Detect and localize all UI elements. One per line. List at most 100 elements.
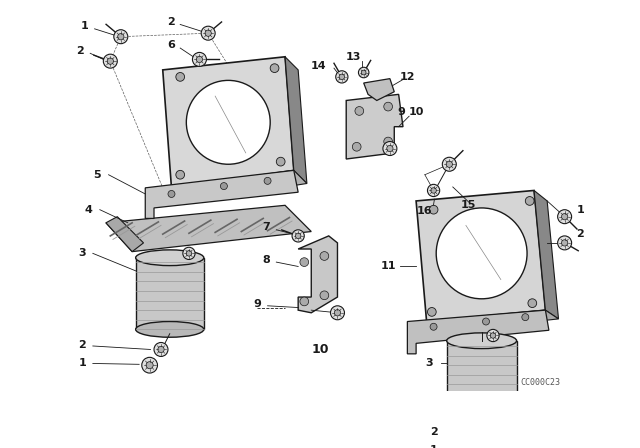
Circle shape: [446, 161, 452, 168]
Circle shape: [142, 358, 157, 373]
Polygon shape: [427, 310, 559, 332]
Text: 6: 6: [168, 40, 175, 51]
Ellipse shape: [447, 405, 516, 420]
Polygon shape: [106, 217, 143, 252]
Circle shape: [461, 442, 476, 448]
Circle shape: [470, 426, 484, 439]
Polygon shape: [408, 310, 549, 354]
Circle shape: [201, 26, 215, 40]
Text: 2: 2: [168, 17, 175, 27]
Circle shape: [339, 74, 344, 80]
Circle shape: [186, 80, 270, 164]
FancyBboxPatch shape: [136, 258, 204, 329]
Ellipse shape: [136, 250, 204, 266]
Circle shape: [107, 58, 113, 65]
Text: 2: 2: [429, 427, 438, 438]
Text: 1: 1: [577, 205, 584, 215]
Circle shape: [168, 190, 175, 198]
Circle shape: [193, 52, 207, 66]
Circle shape: [334, 310, 340, 316]
Circle shape: [292, 230, 304, 242]
Polygon shape: [163, 57, 294, 188]
Text: CC000C23: CC000C23: [520, 378, 560, 387]
Text: 3: 3: [79, 248, 86, 258]
Text: 9: 9: [253, 299, 261, 309]
Text: 3: 3: [426, 358, 433, 367]
Circle shape: [465, 446, 472, 448]
Circle shape: [428, 307, 436, 316]
Circle shape: [146, 362, 153, 369]
Circle shape: [383, 142, 397, 155]
Circle shape: [276, 157, 285, 166]
Circle shape: [384, 137, 392, 146]
Circle shape: [220, 183, 227, 190]
Circle shape: [300, 258, 308, 267]
Circle shape: [490, 333, 496, 338]
Circle shape: [487, 329, 499, 342]
Circle shape: [428, 184, 440, 197]
Circle shape: [557, 236, 572, 250]
Circle shape: [384, 102, 392, 111]
Text: 2: 2: [577, 229, 584, 239]
Polygon shape: [285, 57, 307, 184]
Circle shape: [525, 197, 534, 205]
Polygon shape: [172, 170, 307, 202]
Circle shape: [362, 70, 366, 75]
Circle shape: [196, 56, 203, 63]
Circle shape: [430, 323, 437, 330]
Text: 10: 10: [408, 107, 424, 117]
Circle shape: [353, 142, 361, 151]
Ellipse shape: [136, 322, 204, 337]
Text: 1: 1: [79, 358, 86, 367]
FancyBboxPatch shape: [447, 341, 516, 412]
Text: 12: 12: [399, 72, 415, 82]
Text: 2: 2: [79, 340, 86, 350]
Polygon shape: [106, 205, 311, 252]
Circle shape: [358, 67, 369, 78]
Circle shape: [186, 250, 192, 256]
Circle shape: [436, 208, 527, 299]
Circle shape: [442, 157, 456, 171]
Text: 7: 7: [262, 222, 269, 232]
Circle shape: [474, 429, 481, 435]
Circle shape: [336, 71, 348, 83]
Text: 11: 11: [380, 262, 396, 271]
Circle shape: [522, 314, 529, 321]
Circle shape: [118, 34, 124, 40]
Circle shape: [205, 30, 211, 36]
Text: 13: 13: [346, 52, 361, 62]
Circle shape: [431, 188, 436, 193]
Text: 8: 8: [262, 255, 269, 265]
Text: 16: 16: [417, 207, 433, 216]
Circle shape: [528, 299, 537, 307]
Text: 10: 10: [311, 343, 329, 356]
Circle shape: [264, 177, 271, 184]
Circle shape: [330, 306, 344, 320]
Polygon shape: [364, 79, 394, 100]
Circle shape: [114, 30, 128, 44]
Circle shape: [270, 64, 279, 73]
Circle shape: [320, 291, 329, 300]
Polygon shape: [298, 236, 337, 313]
Circle shape: [561, 240, 568, 246]
Text: 9: 9: [397, 107, 405, 117]
Text: 14: 14: [310, 60, 326, 70]
Text: 1: 1: [80, 21, 88, 31]
Polygon shape: [416, 190, 545, 322]
Text: 4: 4: [84, 205, 92, 215]
Circle shape: [355, 107, 364, 115]
Text: 15: 15: [461, 200, 476, 210]
Text: 1: 1: [429, 445, 438, 448]
Circle shape: [296, 233, 301, 239]
Circle shape: [483, 318, 490, 325]
Text: 5: 5: [93, 170, 101, 180]
Circle shape: [561, 214, 568, 220]
Text: 2: 2: [76, 46, 84, 56]
Circle shape: [154, 342, 168, 357]
Circle shape: [183, 247, 195, 259]
Circle shape: [176, 73, 184, 81]
Circle shape: [103, 54, 117, 68]
Ellipse shape: [447, 333, 516, 349]
Circle shape: [158, 346, 164, 353]
Circle shape: [429, 205, 438, 214]
